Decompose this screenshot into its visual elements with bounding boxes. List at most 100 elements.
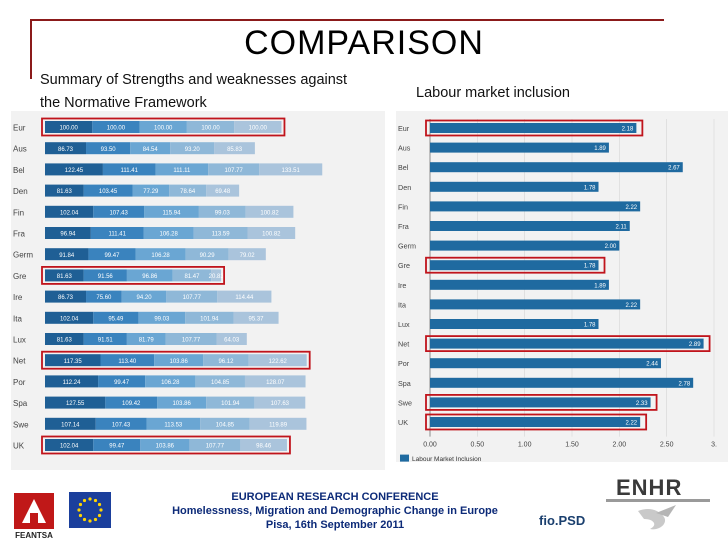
- left-bar-segment: [244, 375, 306, 388]
- left-bar-value: 100.82: [262, 232, 281, 238]
- left-bar-value: 99.47: [109, 444, 125, 450]
- right-category-label: Net: [398, 340, 409, 349]
- right-bar: [430, 397, 651, 408]
- left-category-label: Ire: [13, 293, 23, 302]
- right-bar: [430, 221, 630, 231]
- left-bar-value: 81.63: [57, 189, 73, 195]
- left-bar-segment: [245, 205, 294, 218]
- left-bar-value: 122.45: [65, 168, 84, 174]
- footer-line-3: Pisa, 16th September 2011: [265, 519, 405, 531]
- left-bar-value: 103.45: [99, 189, 118, 195]
- left-category-label: Swe: [13, 420, 29, 429]
- left-bar-value: 96.86: [142, 274, 158, 280]
- left-bar-segment: [233, 311, 279, 324]
- right-chart-panel: 0.00 0.50 1.00 1.50 2.00 2.50 3. Eur 2.18 Aus 1.89…: [396, 111, 728, 463]
- left-bar-segment: [211, 269, 222, 282]
- left-bar-segment: [45, 184, 84, 197]
- right-category-label: Por: [398, 359, 410, 368]
- left-bar-value: 100.00: [201, 126, 220, 132]
- eu-star-icon: [88, 519, 92, 523]
- left-bar-value: 101.94: [200, 316, 219, 322]
- right-bar: [430, 181, 599, 192]
- left-bar-segment: [198, 205, 246, 218]
- left-highlight-box: [41, 350, 311, 370]
- right-bar: [430, 279, 609, 290]
- left-bar-value: 102.04: [60, 316, 79, 322]
- left-bar-value: 106.28: [159, 232, 178, 238]
- left-bar-value: 107.77: [206, 444, 225, 450]
- left-bar-segment: [186, 121, 235, 133]
- right-x-tick: 3.: [711, 442, 717, 449]
- footer-conference-info: EUROPEAN RESEARCH CONFERENCE Homelessnes…: [130, 490, 540, 532]
- left-bar-segment: [185, 248, 229, 261]
- right-bar-value: 2.33: [636, 401, 648, 407]
- footer-line-1: EUROPEAN RESEARCH CONFERENCE: [231, 491, 439, 503]
- right-bar-value: 2.44: [646, 362, 658, 368]
- left-bar-segment: [157, 396, 207, 409]
- left-bar-value: 96.94: [60, 232, 76, 238]
- left-bar-value: 85.83: [227, 147, 243, 153]
- right-bar-value: 2.67: [668, 166, 680, 172]
- left-bar-segment: [138, 311, 186, 324]
- left-bar-value: 81.79: [139, 338, 155, 344]
- footer-line-2: Homelessness, Migration and Demographic …: [172, 505, 498, 517]
- left-bar-segment: [145, 375, 196, 388]
- subtitle-line-2: the Normative Framework: [40, 95, 207, 111]
- left-bar-segment: [234, 121, 282, 133]
- left-bar-value: 86.73: [58, 295, 74, 301]
- left-category-label: Eur: [13, 124, 26, 133]
- left-bar-value: 113.40: [118, 359, 137, 365]
- left-category-label: Bel: [13, 166, 25, 175]
- enhr-logo-text: ENHR: [616, 475, 682, 500]
- left-highlight-box: [41, 435, 291, 455]
- left-bar-value: 122.62: [269, 359, 288, 365]
- left-bar-segment: [217, 290, 272, 303]
- left-bar-value: 107.77: [182, 338, 201, 344]
- left-category-label: Ita: [13, 314, 22, 323]
- left-bar-value: 117.35: [64, 359, 83, 365]
- left-category-label: Fin: [13, 208, 24, 217]
- left-bar-value: 113.59: [212, 232, 231, 238]
- eu-star-icon: [82, 498, 87, 503]
- right-category-label: Den: [398, 183, 411, 192]
- left-bar-value: 78.64: [180, 189, 196, 195]
- slide-subtitle: Summary of Strengths and weaknesses agai…: [40, 69, 347, 115]
- left-highlight-box: [41, 117, 286, 137]
- left-bar-segment: [140, 439, 190, 451]
- left-category-label: Por: [13, 378, 26, 387]
- right-category-label: Ita: [398, 300, 406, 309]
- left-bar-value: 102.04: [60, 444, 79, 450]
- left-category-label: UK: [13, 442, 25, 451]
- left-bar-value: 91.84: [59, 253, 75, 259]
- left-bar-segment: [240, 439, 287, 451]
- left-bar-segment: [83, 333, 127, 345]
- left-bar-segment: [45, 417, 96, 430]
- eu-star-icon: [78, 502, 83, 507]
- left-bar-value: 111.41: [121, 168, 139, 174]
- eu-star-icon: [82, 517, 87, 522]
- left-bar-segment: [83, 184, 133, 197]
- right-category-label: Germ: [398, 242, 416, 251]
- right-bar: [430, 338, 704, 349]
- eu-star-icon: [97, 513, 102, 518]
- left-bar-segment: [143, 227, 194, 239]
- fio-psd-logo: fio.PSD: [537, 508, 599, 532]
- eu-star-icon: [88, 497, 92, 501]
- left-bar-value: 93.20: [185, 147, 201, 153]
- left-bar-segment: [45, 333, 84, 345]
- right-bar-value: 2.78: [678, 381, 690, 387]
- left-bar-segment: [45, 311, 94, 324]
- left-bar-segment: [130, 142, 171, 155]
- left-bar-value: 96.12: [218, 359, 234, 365]
- right-bar-value: 1.89: [594, 146, 606, 152]
- right-category-label: Fra: [398, 222, 409, 231]
- left-category-label: Fra: [13, 230, 26, 239]
- right-category-label: Aus: [398, 144, 411, 153]
- left-bar-segment: [83, 269, 127, 282]
- right-x-tick: 1.00: [518, 442, 532, 449]
- left-bar-value: 86.73: [58, 147, 74, 153]
- right-legend-label: Labour Market Inclusion: [412, 456, 482, 462]
- left-bar-value: 107.77: [224, 168, 243, 174]
- left-bar-value: 104.85: [216, 422, 235, 428]
- left-bar-value: 95.37: [249, 316, 265, 322]
